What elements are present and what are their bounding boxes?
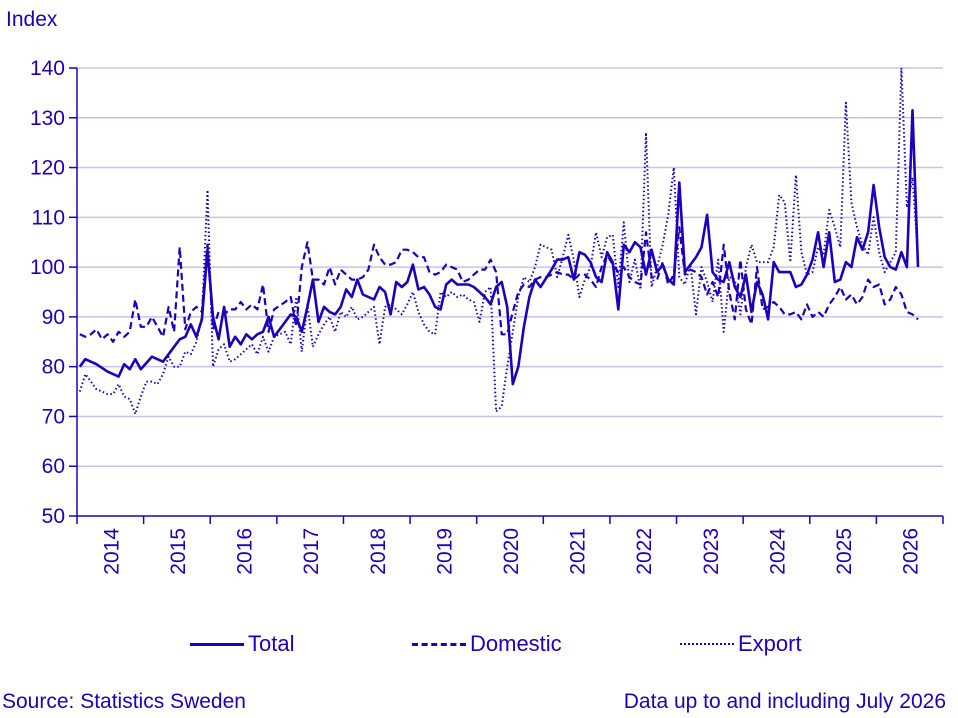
axes [69, 67, 944, 524]
y-tick-label: 80 [42, 356, 65, 379]
y-tick-label: 130 [30, 107, 65, 130]
y-tick-label: 60 [42, 455, 65, 478]
data-range-note: Data up to and including July 2026 [623, 690, 946, 713]
legend-label-domestic: Domestic [470, 631, 562, 656]
source-note: Source: Statistics Sweden [2, 690, 246, 713]
y-tick-label: 100 [30, 256, 65, 279]
y-axis-label: Index [6, 8, 58, 31]
x-tick-label: 2018 [367, 528, 390, 575]
legend-swatch-export [680, 643, 734, 645]
x-tick-label: 2019 [433, 528, 456, 575]
legend-swatch-domestic [412, 642, 466, 646]
x-tick-label: 2023 [700, 528, 723, 575]
legend: Total Domestic Export [0, 628, 958, 660]
legend-label-export: Export [738, 631, 802, 656]
x-tick-label: 2014 [100, 528, 123, 575]
series-lines [78, 67, 920, 415]
x-tick-label: 2026 [900, 528, 923, 575]
x-tick-label: 2021 [567, 528, 590, 575]
legend-item-export: Export [680, 628, 802, 660]
x-tick-label: 2015 [167, 528, 190, 575]
x-tick-label: 2020 [500, 528, 523, 575]
y-tick-label: 50 [42, 505, 65, 528]
series-line-total [78, 109, 920, 386]
y-tick-label: 70 [42, 405, 65, 428]
y-tick-label: 110 [32, 206, 65, 229]
tick-labels: 50 60 70 80 90 100 110 120 130 140 2014 2015 2016 201… [30, 57, 923, 575]
x-tick-label: 2025 [833, 528, 856, 575]
series-line-export [78, 67, 919, 415]
x-tick-label: 2017 [300, 528, 323, 575]
series-line-domestic [79, 226, 919, 343]
y-tick-label: 120 [30, 157, 65, 180]
legend-item-domestic: Domestic [412, 628, 562, 660]
legend-item-total: Total [190, 628, 294, 660]
y-tick-label: 140 [30, 57, 65, 80]
x-tick-label: 2022 [633, 528, 656, 575]
legend-label-total: Total [248, 631, 295, 656]
x-tick-label: 2024 [766, 528, 789, 575]
y-tick-label: 90 [42, 306, 65, 329]
legend-swatch-total [190, 642, 244, 646]
x-tick-label: 2016 [234, 528, 257, 575]
